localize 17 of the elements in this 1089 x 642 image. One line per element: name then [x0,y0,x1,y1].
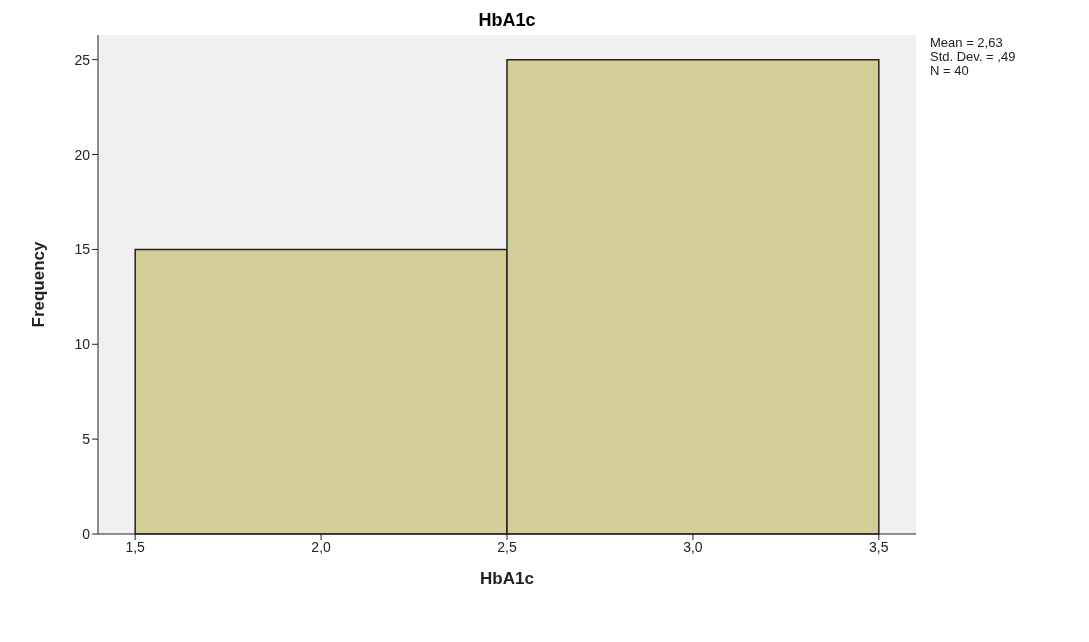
x-axis-title: HbA1c [480,569,534,588]
chart-title: HbA1c [477,10,537,31]
y-tick-label: 10 [74,336,91,353]
x-tick-label: 3,0 [683,538,703,555]
y-tick-label: 20 [74,146,91,163]
y-axis-title: Frequency [29,240,49,328]
x-tick-label: 1,5 [125,538,146,555]
y-tick-label: 25 [74,51,91,68]
text: Std. Dev. = ,49 [930,49,1016,64]
x-tick-label: 3,5 [869,538,889,555]
x-tick-label: 2,0 [311,538,332,555]
text: N = 40 [930,63,970,78]
y-tick-label: 15 [74,241,91,258]
text: Mean = 2,63 [930,35,1004,50]
x-tick-label: 2,5 [497,538,517,555]
y-tick-label: 0 [82,525,91,542]
y-tick-label: 5 [82,431,91,448]
